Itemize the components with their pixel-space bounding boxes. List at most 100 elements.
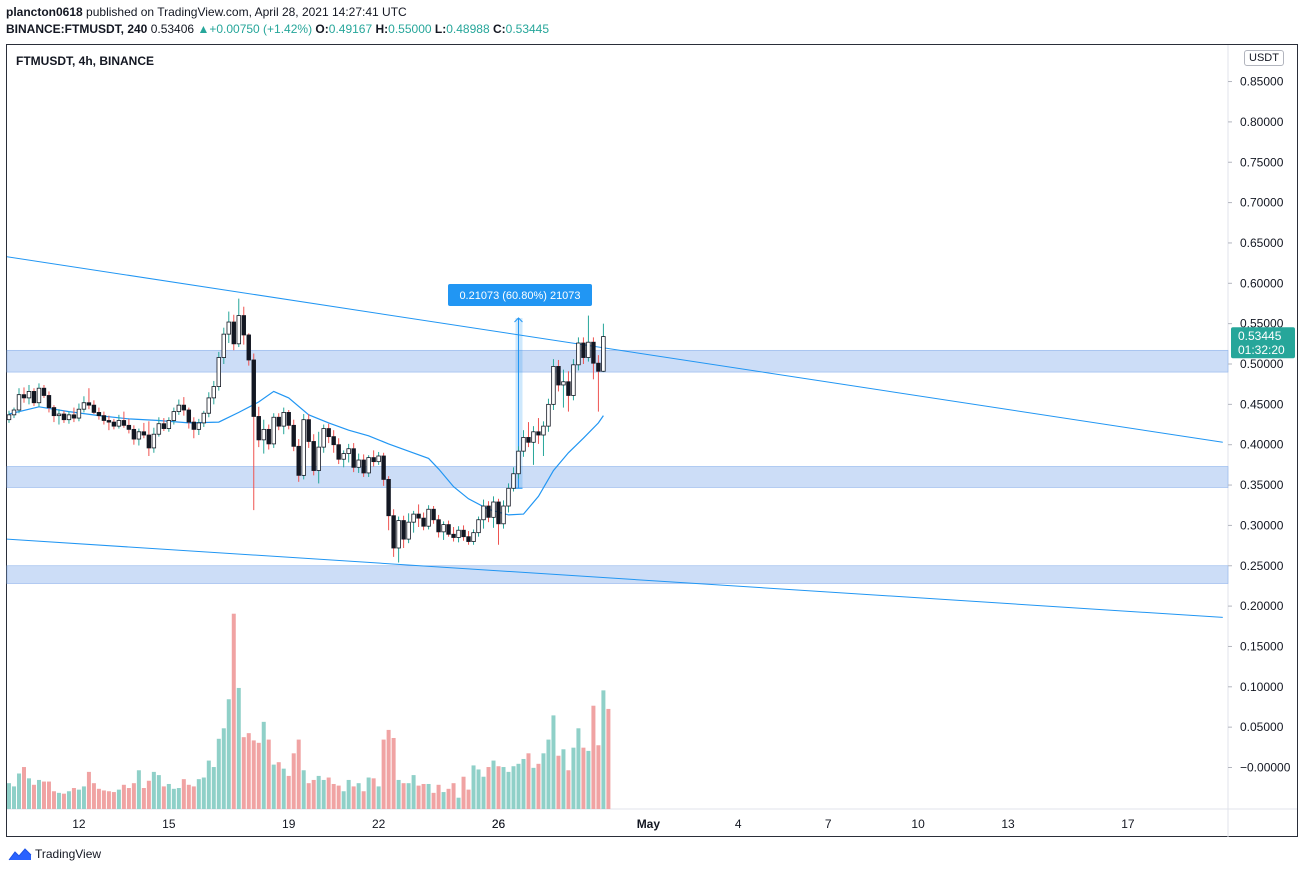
candle-body[interactable] — [26, 391, 32, 399]
candle-body[interactable] — [181, 404, 187, 411]
candle-body[interactable] — [441, 524, 446, 533]
candle-body[interactable] — [66, 414, 72, 421]
candle-body[interactable] — [301, 419, 306, 476]
candle-body[interactable] — [446, 524, 451, 535]
candle-body[interactable] — [466, 536, 471, 542]
candle-body[interactable] — [366, 457, 371, 474]
candle-body[interactable] — [411, 513, 416, 523]
candle-body[interactable] — [136, 431, 142, 440]
candle-body[interactable] — [356, 459, 361, 468]
candle-body[interactable] — [196, 422, 202, 430]
candle-body[interactable] — [471, 532, 476, 542]
candle-body[interactable] — [281, 412, 286, 427]
candle-body[interactable] — [191, 421, 197, 430]
candle-body[interactable] — [316, 446, 321, 471]
candle-body[interactable] — [336, 444, 341, 460]
candle-body[interactable] — [16, 394, 22, 411]
candle-body[interactable] — [291, 424, 296, 447]
candle-body[interactable] — [251, 359, 256, 417]
candle-body[interactable] — [421, 517, 426, 527]
candle-body[interactable] — [216, 357, 221, 387]
candle-body[interactable] — [76, 408, 82, 419]
candle-body[interactable] — [581, 342, 586, 358]
candle-body[interactable] — [151, 433, 157, 449]
candle-body[interactable] — [241, 315, 246, 336]
candle-body[interactable] — [21, 394, 27, 399]
candle-body[interactable] — [116, 420, 122, 427]
candle-body[interactable] — [516, 450, 521, 475]
candle-body[interactable] — [491, 501, 496, 518]
candle-body[interactable] — [61, 413, 67, 421]
candle-body[interactable] — [351, 448, 356, 468]
candle-body[interactable] — [476, 519, 481, 534]
candle-body[interactable] — [381, 455, 386, 480]
candle-body[interactable] — [596, 362, 601, 372]
candle-body[interactable] — [306, 419, 311, 442]
currency-unit-button[interactable]: USDT — [1244, 50, 1284, 66]
candle-body[interactable] — [256, 416, 261, 441]
candle-body[interactable] — [11, 409, 17, 416]
candle-body[interactable] — [361, 459, 366, 474]
candle-body[interactable] — [106, 420, 112, 423]
candle-body[interactable] — [341, 453, 346, 460]
candle-body[interactable] — [396, 520, 401, 549]
candle-body[interactable] — [431, 508, 436, 521]
candle-body[interactable] — [176, 404, 182, 413]
candle-body[interactable] — [391, 515, 396, 549]
candle-body[interactable] — [311, 441, 316, 471]
candle-body[interactable] — [331, 436, 336, 446]
candle-body[interactable] — [141, 431, 147, 436]
candle-body[interactable] — [31, 391, 37, 404]
candle-body[interactable] — [566, 381, 571, 396]
candle-body[interactable] — [36, 387, 42, 404]
candle-body[interactable] — [56, 413, 62, 417]
candle-body[interactable] — [171, 411, 177, 421]
candle-body[interactable] — [326, 428, 331, 438]
support-resistance-zone[interactable] — [6, 466, 1229, 488]
trendline[interactable] — [7, 538, 1223, 618]
support-resistance-zone[interactable] — [6, 349, 1229, 373]
candle-body[interactable] — [101, 415, 107, 421]
candle-body[interactable] — [71, 414, 77, 419]
candle-body[interactable] — [496, 501, 501, 525]
candle-body[interactable] — [436, 519, 441, 533]
candle-body[interactable] — [576, 342, 581, 366]
candle-body[interactable] — [521, 437, 526, 452]
candle-body[interactable] — [551, 366, 556, 405]
candle-body[interactable] — [531, 431, 536, 443]
candle-body[interactable] — [81, 402, 87, 410]
candle-body[interactable] — [266, 428, 271, 445]
candle-body[interactable] — [456, 529, 461, 538]
candle-body[interactable] — [161, 423, 167, 429]
candle-body[interactable] — [461, 529, 466, 538]
candle-body[interactable] — [96, 412, 102, 417]
candle-body[interactable] — [546, 403, 551, 427]
candle-body[interactable] — [126, 424, 132, 430]
candle-body[interactable] — [286, 412, 291, 426]
candle-body[interactable] — [501, 505, 506, 525]
candle-body[interactable] — [541, 425, 546, 436]
candle-body[interactable] — [406, 521, 411, 540]
candle-body[interactable] — [556, 366, 561, 386]
candle-body[interactable] — [41, 387, 47, 396]
candle-body[interactable] — [236, 315, 241, 345]
candle-body[interactable] — [186, 409, 192, 423]
candle-body[interactable] — [231, 321, 236, 345]
candle-body[interactable] — [511, 473, 516, 489]
candle-body[interactable] — [221, 333, 226, 358]
author-name[interactable]: plancton0618 — [6, 5, 83, 19]
candle-body[interactable] — [526, 437, 531, 443]
candle-body[interactable] — [156, 423, 162, 435]
candle-body[interactable] — [121, 420, 127, 426]
candle-body[interactable] — [376, 455, 381, 463]
trendline[interactable] — [7, 256, 1223, 443]
candle-body[interactable] — [586, 341, 591, 358]
candle-body[interactable] — [416, 513, 421, 519]
candle-body[interactable] — [571, 364, 576, 396]
candle-body[interactable] — [271, 416, 276, 445]
candle-body[interactable] — [206, 397, 211, 414]
candle-body[interactable] — [51, 407, 57, 417]
candle-body[interactable] — [321, 428, 326, 448]
candle-body[interactable] — [46, 395, 52, 408]
